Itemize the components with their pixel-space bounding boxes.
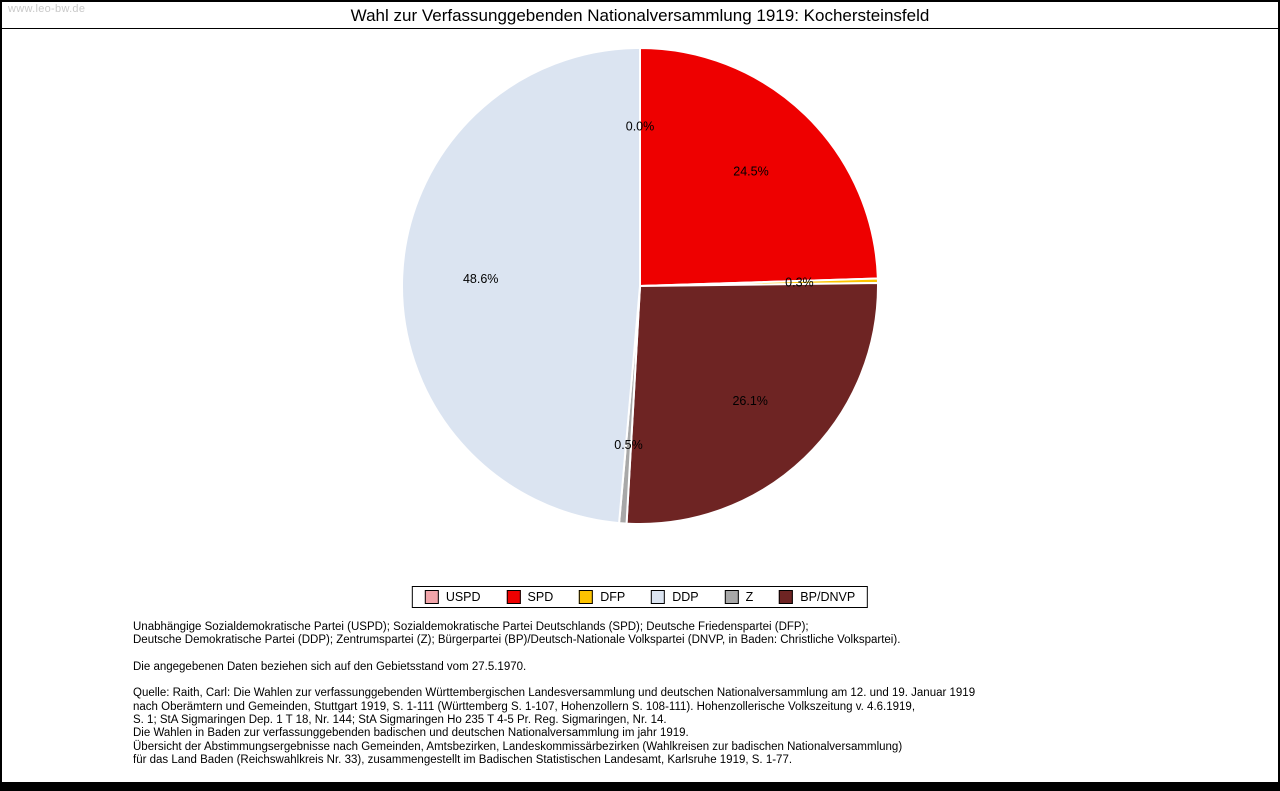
- legend-swatch-ddp: [651, 590, 666, 604]
- legend: USPD SPD DFP DDP Z BP/DNVP: [411, 586, 869, 608]
- pie-label-dfp: 0.3%: [785, 276, 814, 290]
- legend-swatch-bp-dnvp: [779, 590, 794, 604]
- legend-label: USPD: [445, 590, 481, 604]
- legend-item-dfp: DFP: [579, 590, 625, 604]
- legend-swatch-z: [724, 590, 739, 604]
- footnote-line: Übersicht der Abstimmungsergebnisse nach…: [133, 740, 903, 753]
- pie-label-ddp: 48.6%: [463, 272, 498, 286]
- pie-chart-area: 0.0% 24.5% 0.3% 26.1% 0.5% 48.6%: [2, 29, 1278, 559]
- footnote-line: für das Land Baden (Reichswahlkreis Nr. …: [133, 754, 793, 767]
- pie-label-uspd: 0.0%: [626, 120, 655, 134]
- legend-label: BP/DNVP: [800, 590, 856, 604]
- legend-item-bp-dnvp: BP/DNVP: [779, 590, 855, 604]
- source-note: Quelle: Raith, Carl: Die Wahlen zur verf…: [133, 687, 975, 767]
- legend-item-spd: SPD: [506, 590, 554, 604]
- chart-title: Wahl zur Verfassunggebenden Nationalvers…: [350, 6, 930, 25]
- footnote-line: Die Wahlen in Baden zur verfassunggebend…: [133, 727, 689, 740]
- legend-item-ddp: DDP: [651, 590, 699, 604]
- pie-slice-spd: [639, 47, 879, 287]
- chart-header: Wahl zur Verfassunggebenden Nationalvers…: [2, 2, 1278, 29]
- legend-swatch-uspd: [424, 590, 439, 604]
- footnote-line: Unabhängige Sozialdemokratische Partei (…: [133, 621, 809, 633]
- footnote-line: Quelle: Raith, Carl: Die Wahlen zur verf…: [133, 687, 976, 700]
- legend-item-uspd: USPD: [424, 590, 481, 604]
- legend-swatch-spd: [506, 590, 521, 604]
- pie-label-spd: 24.5%: [733, 165, 768, 179]
- legend-item-z: Z: [724, 590, 754, 604]
- abbreviation-note: Unabhängige Sozialdemokratische Partei (…: [133, 621, 975, 648]
- footnote-line: S. 1; StA Sigmaringen Dep. 1 T 18, Nr. 1…: [133, 714, 667, 727]
- legend-swatch-dfp: [579, 590, 594, 604]
- watermark: www.leo-bw.de: [8, 3, 86, 15]
- footnote-line: nach Oberämtern und Gemeinden, Stuttgart…: [133, 700, 916, 713]
- legend-label: Z: [745, 590, 754, 604]
- footnote-line: Die angegebenen Daten beziehen sich auf …: [133, 660, 527, 673]
- footnotes: Unabhängige Sozialdemokratische Partei (…: [133, 621, 975, 768]
- pie-slice-bp-dnvp: [625, 282, 879, 525]
- pie-slice-ddp: [401, 47, 641, 525]
- pie-chart: 0.0% 24.5% 0.3% 26.1% 0.5% 48.6%: [401, 47, 879, 525]
- data-status-note: Die angegebenen Daten beziehen sich auf …: [133, 661, 975, 674]
- footnote-line: Deutsche Demokratische Partei (DDP); Zen…: [133, 634, 901, 647]
- pie-label-z: 0.5%: [614, 438, 643, 452]
- legend-label: DFP: [600, 590, 626, 604]
- legend-label: SPD: [527, 590, 554, 604]
- legend-label: DDP: [672, 590, 699, 604]
- pie-label-bp-dnvp: 26.1%: [732, 394, 767, 408]
